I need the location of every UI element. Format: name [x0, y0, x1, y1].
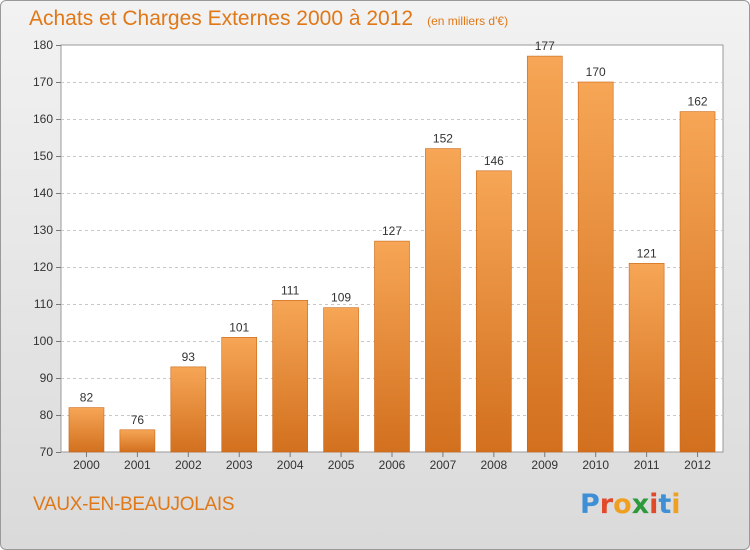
bar-2008: [476, 170, 512, 453]
y-tick-label: 100: [33, 334, 53, 348]
bar-2004: [272, 299, 308, 453]
bar-value-label: 82: [80, 391, 94, 405]
bar-value-label: 146: [484, 154, 504, 168]
bar-value-label: 121: [637, 246, 657, 260]
y-tick-label: 150: [33, 149, 53, 163]
bar-value-label: 127: [382, 224, 402, 238]
bar-2007: [425, 148, 461, 453]
x-tick-label: 2008: [480, 458, 507, 472]
bar-value-label: 162: [688, 95, 708, 109]
logo-letter: t: [658, 489, 672, 520]
x-tick-label: 2000: [73, 458, 100, 472]
bar-value-label: 101: [229, 320, 249, 334]
y-tick-label: 140: [33, 186, 53, 200]
y-tick-label: 80: [40, 408, 54, 422]
logo-letter: r: [599, 489, 614, 520]
y-tick-label: 170: [33, 75, 53, 89]
bar-value-label: 177: [535, 39, 555, 53]
chart-title: Achats et Charges Externes 2000 à 2012 (e…: [29, 7, 508, 31]
x-tick-label: 2004: [277, 458, 304, 472]
logo-letter: i: [671, 489, 681, 520]
logo-letter: i: [649, 489, 659, 520]
y-tick-label: 70: [40, 445, 54, 459]
x-tick-label: 2007: [430, 458, 457, 472]
proxiti-logo: Proxiti: [580, 489, 681, 520]
x-tick-label: 2010: [582, 458, 609, 472]
bar-value-label: 76: [131, 413, 145, 427]
bar-value-label: 111: [281, 283, 300, 297]
chart-unit: (en milliers d'€): [427, 14, 509, 28]
bar-2011: [628, 262, 665, 453]
x-tick-label: 2003: [226, 458, 253, 472]
chart-title-text: Achats et Charges Externes 2000 à 2012: [29, 7, 414, 30]
x-tick-label: 2002: [175, 458, 202, 472]
bar-2003: [221, 336, 258, 453]
bar-2009: [526, 55, 563, 453]
y-tick-label: 110: [34, 297, 53, 311]
bar-2010: [577, 81, 614, 453]
bar-2006: [374, 240, 410, 453]
logo-letter: x: [631, 489, 650, 520]
y-tick-label: 90: [40, 371, 54, 385]
x-tick-label: 2011: [634, 458, 660, 472]
bar-value-label: 152: [433, 132, 453, 146]
bar-2012: [679, 111, 716, 453]
x-tick-label: 2001: [124, 458, 151, 472]
x-tick-label: 2012: [684, 458, 711, 472]
y-tick-label: 160: [33, 112, 53, 126]
bar-value-label: 170: [586, 65, 606, 79]
x-tick-label: 2006: [379, 458, 406, 472]
logo-letter: o: [613, 489, 632, 520]
bar-value-label: 109: [331, 291, 351, 305]
city-name: VAUX-EN-BEAUJOLAIS: [33, 494, 235, 515]
y-tick-label: 180: [33, 38, 53, 52]
logo-letter: P: [580, 489, 600, 520]
bar-value-label: 93: [182, 350, 196, 364]
bar-2001: [119, 429, 156, 453]
y-tick-label: 120: [33, 260, 53, 274]
bar-2005: [323, 307, 359, 453]
y-tick-label: 130: [33, 223, 53, 237]
x-tick-label: 2005: [328, 458, 355, 472]
bar-2000: [68, 407, 105, 453]
bar-2002: [170, 366, 207, 453]
x-tick-label: 2009: [531, 458, 558, 472]
